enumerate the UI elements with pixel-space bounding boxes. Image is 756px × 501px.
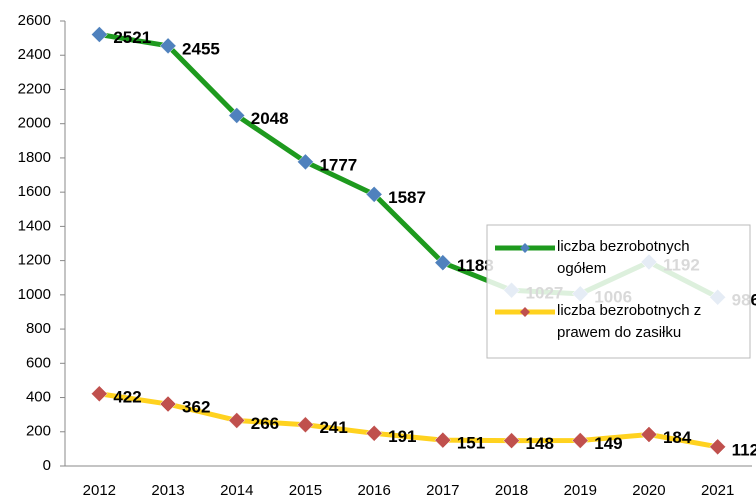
data-label: 149	[594, 434, 622, 453]
y-tick-label: 600	[26, 354, 51, 371]
x-tick-label: 2012	[83, 482, 116, 499]
y-tick-label: 400	[26, 389, 51, 406]
legend-marker	[520, 307, 530, 317]
x-tick-label: 2018	[495, 482, 528, 499]
marker	[297, 416, 314, 434]
y-tick-label: 1000	[18, 286, 51, 303]
legend-label: liczba bezrobotnych z prawem do zasiłku	[557, 302, 702, 341]
x-tick-label: 2015	[289, 482, 322, 499]
y-tick-label: 0	[43, 457, 51, 474]
y-tick-label: 2200	[18, 80, 51, 97]
data-label: 266	[251, 414, 279, 433]
data-label: 362	[182, 398, 210, 417]
y-tick-label: 2600	[18, 12, 51, 29]
y-tick-label: 200	[26, 423, 51, 440]
data-label: 1587	[388, 188, 426, 207]
y-tick-label: 1200	[18, 252, 51, 269]
marker	[228, 412, 246, 429]
data-label: 1777	[319, 155, 357, 174]
data-label: 148	[526, 434, 554, 453]
marker	[159, 37, 177, 55]
marker	[709, 438, 727, 456]
data-label: 112	[732, 440, 756, 459]
x-tick-label: 2016	[357, 482, 390, 499]
x-tick-label: 2019	[564, 482, 597, 499]
y-tick-label: 1600	[18, 183, 51, 200]
legend-entry: liczba bezrobotnych ogółem	[557, 238, 690, 277]
data-label: 184	[663, 428, 692, 447]
marker	[503, 432, 520, 450]
marker	[228, 107, 246, 124]
y-tick-label: 2400	[18, 46, 51, 63]
legend-marker	[520, 243, 530, 253]
data-label: 2455	[182, 39, 220, 58]
x-tick-label: 2014	[220, 482, 253, 499]
marker	[365, 424, 383, 442]
marker	[434, 254, 452, 272]
legend-label: liczba bezrobotnych ogółem	[557, 238, 690, 277]
series-line	[98, 391, 719, 450]
marker	[365, 186, 383, 203]
y-tick-label: 800	[26, 320, 51, 337]
marker	[640, 426, 658, 443]
legend-entry: liczba bezrobotnych z prawem do zasiłku	[557, 302, 702, 341]
y-tick-label: 1800	[18, 149, 51, 166]
x-tick-label: 2021	[701, 482, 734, 499]
marker	[159, 395, 177, 413]
marker	[90, 385, 108, 403]
x-tick-label: 2017	[426, 482, 459, 499]
data-label: 1188	[457, 256, 494, 275]
y-tick-label: 2000	[18, 115, 51, 132]
data-label: 422	[113, 387, 141, 406]
data-label: 241	[319, 418, 347, 437]
marker	[90, 26, 108, 43]
y-tick-label: 1400	[18, 217, 51, 234]
data-label: 2048	[251, 109, 289, 128]
data-label: 151	[457, 434, 485, 453]
data-label: 2521	[113, 28, 151, 47]
x-tick-label: 2013	[151, 482, 184, 499]
data-label: 191	[388, 427, 416, 446]
marker	[434, 431, 452, 449]
marker	[297, 153, 314, 171]
marker	[571, 432, 589, 449]
x-tick-label: 2020	[632, 482, 665, 499]
